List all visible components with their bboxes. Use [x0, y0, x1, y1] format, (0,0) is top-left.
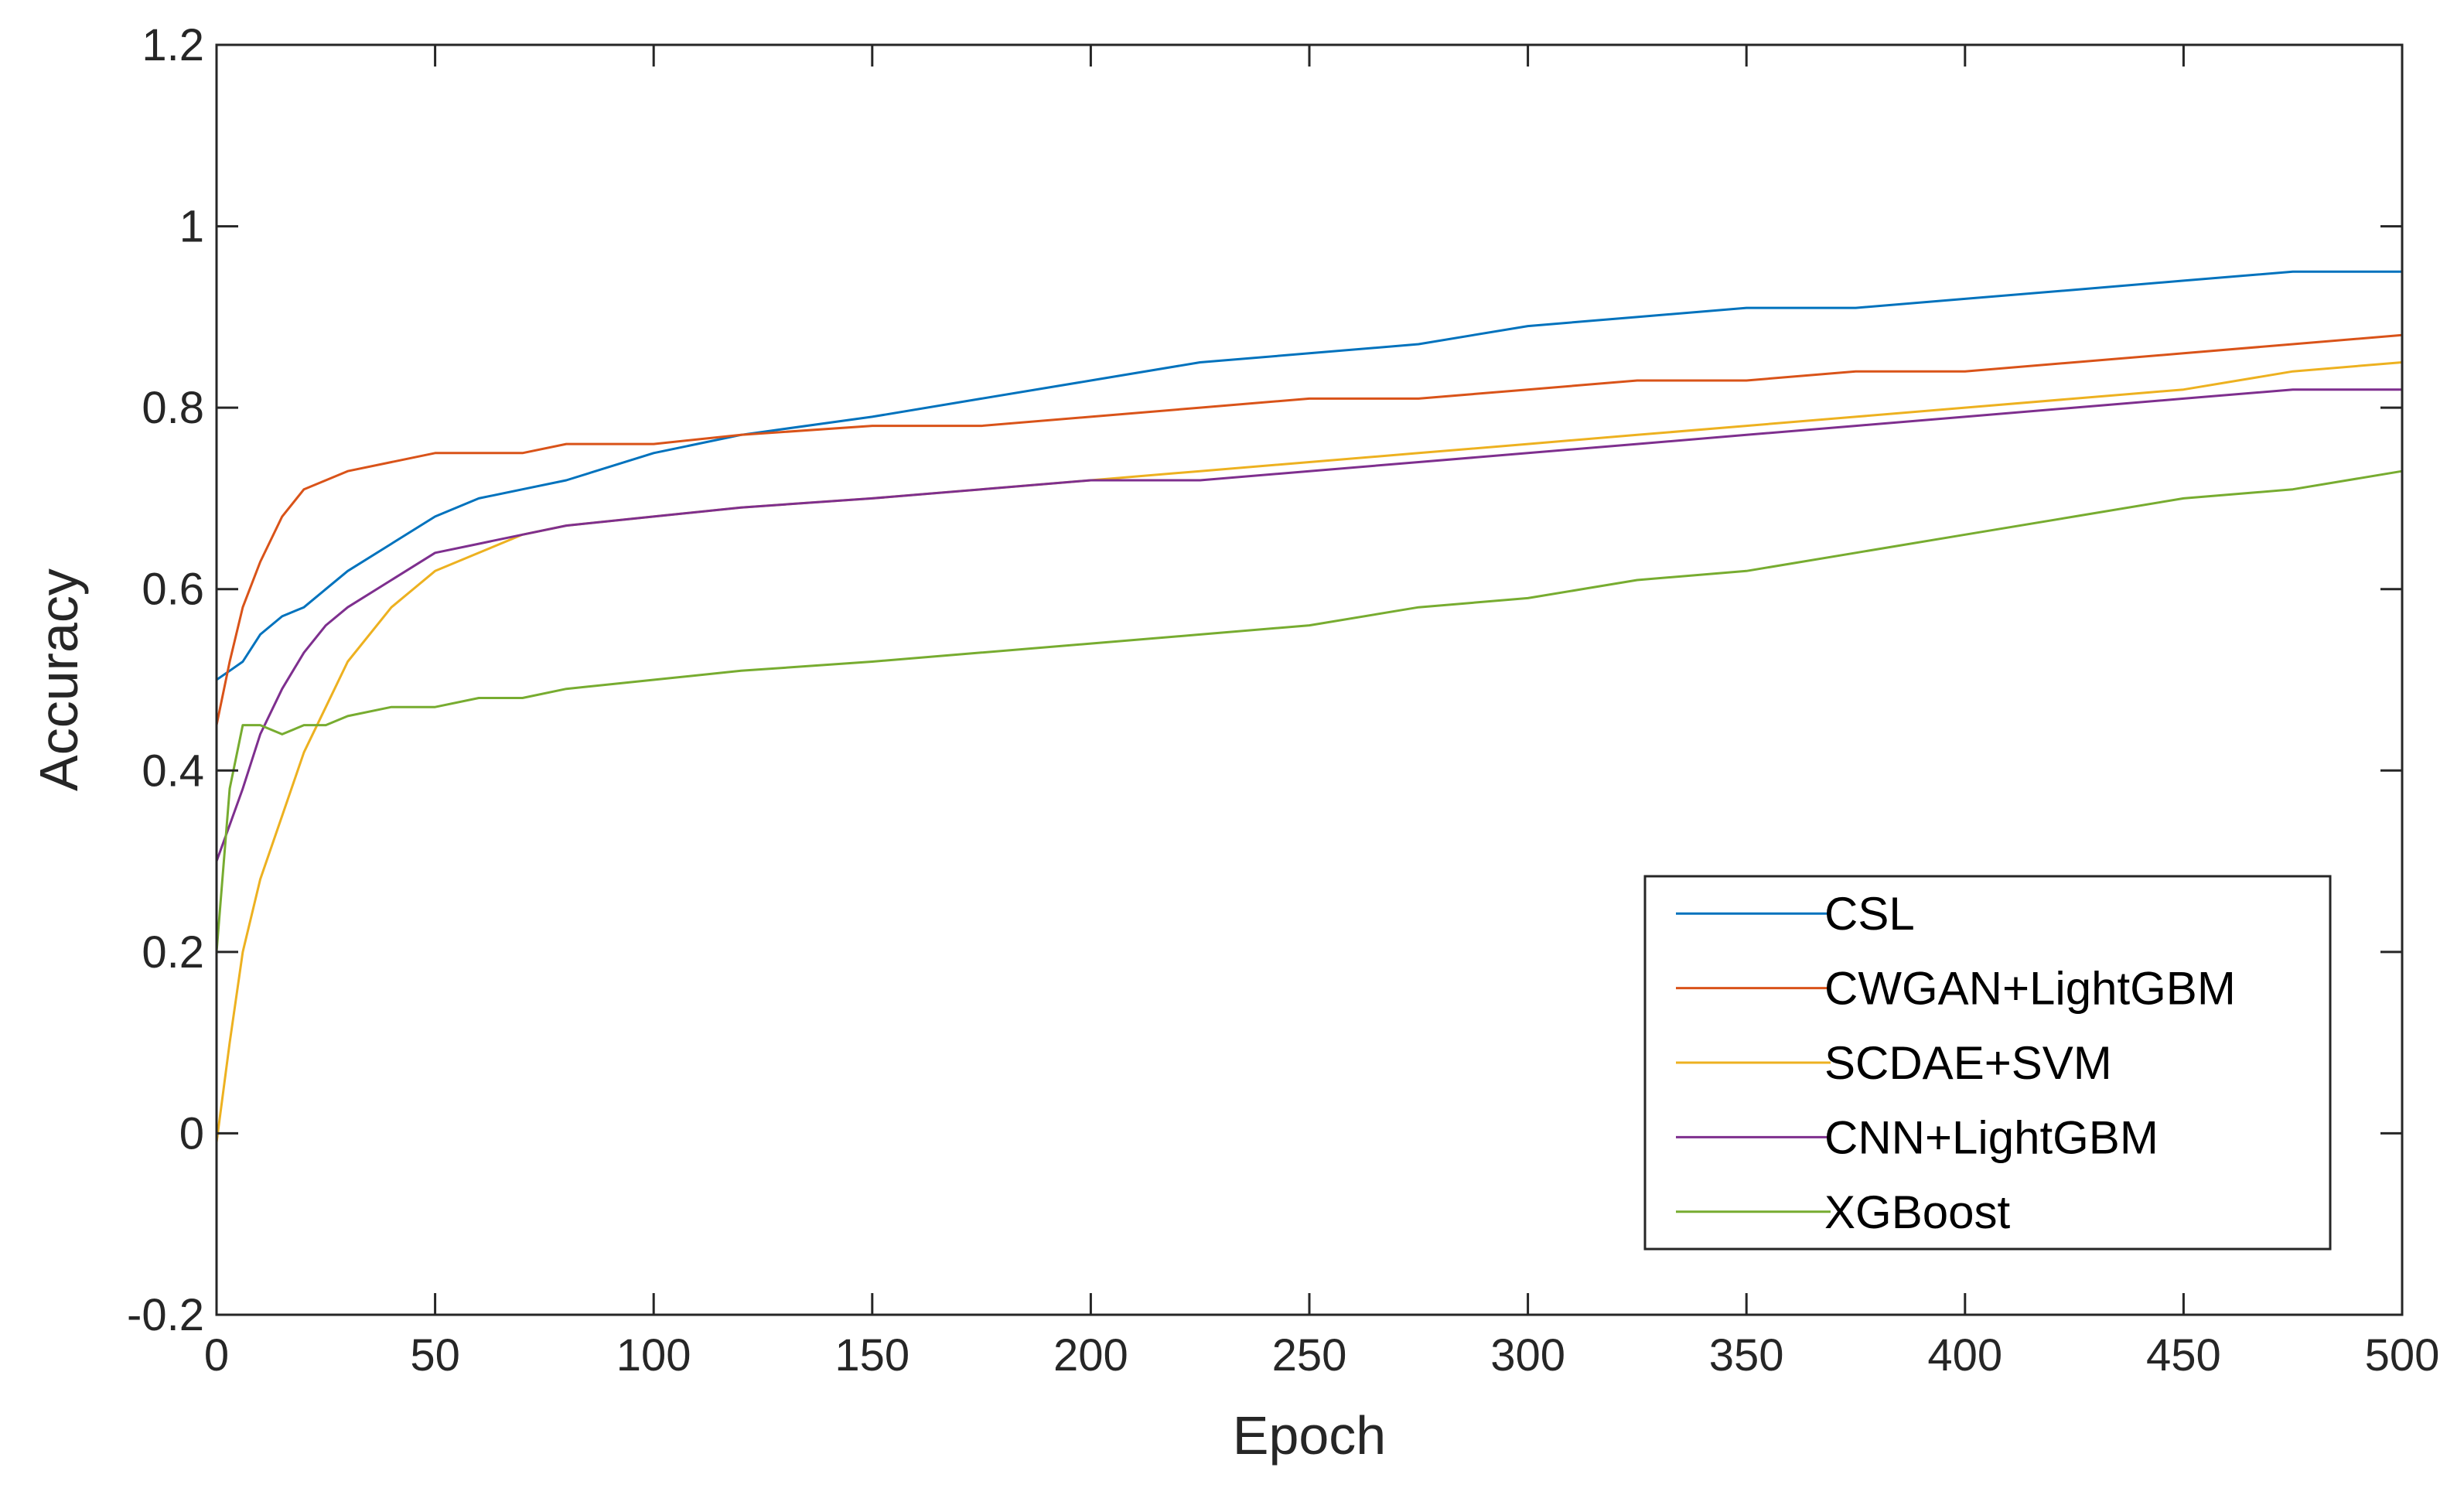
legend-label: CNN+LightGBM	[1824, 1111, 2159, 1163]
series-line-1	[216, 270, 2402, 681]
legend-label: XGBoost	[1824, 1186, 2010, 1238]
series-line-2	[215, 333, 2403, 725]
y-tick-label: 1.2	[142, 20, 204, 70]
tick-layer: 0 50 100 150 200 250 300 350 400 450 500-0.200.20.…	[127, 20, 2439, 1380]
x-tick-label: 50	[410, 1330, 460, 1380]
x-tick-label: 300	[1490, 1330, 1565, 1380]
legend-label: CSL	[1824, 888, 1915, 940]
x-tick-label: 350	[1709, 1330, 1784, 1380]
x-tick-label: 500	[2365, 1330, 2440, 1380]
legend-label: SCDAE+SVM	[1824, 1037, 2112, 1089]
series-layer	[215, 270, 2403, 1143]
y-tick-label: 0.6	[142, 565, 204, 615]
legend-label: CWGAN+LightGBM	[1824, 963, 2236, 1015]
y-tick-label: 0	[179, 1108, 204, 1159]
x-tick-label: 150	[834, 1330, 909, 1380]
y-tick-label: 0.4	[142, 746, 204, 796]
x-tick-label: 100	[616, 1330, 691, 1380]
x-tick-label: 450	[2146, 1330, 2221, 1380]
series-line-4	[215, 388, 2402, 862]
x-tick-label: 200	[1053, 1330, 1128, 1380]
x-tick-label: 0	[204, 1330, 229, 1380]
y-tick-label: 0.8	[142, 383, 204, 433]
y-tick-label: 1	[179, 202, 204, 252]
legend: CSL CWGAN+LightGBM SCDAE+SVM CNN+LightGBM XG…	[1643, 875, 2332, 1251]
x-axis-label: Epoch	[1233, 1405, 1386, 1466]
y-tick-label: 0.2	[142, 927, 204, 978]
y-tick-label: -0.2	[127, 1290, 204, 1340]
series-line-5	[215, 469, 2403, 953]
x-tick-label: 400	[1927, 1330, 2002, 1380]
y-axis-label: Accuracy	[29, 568, 89, 791]
x-tick-label: 250	[1272, 1330, 1347, 1380]
